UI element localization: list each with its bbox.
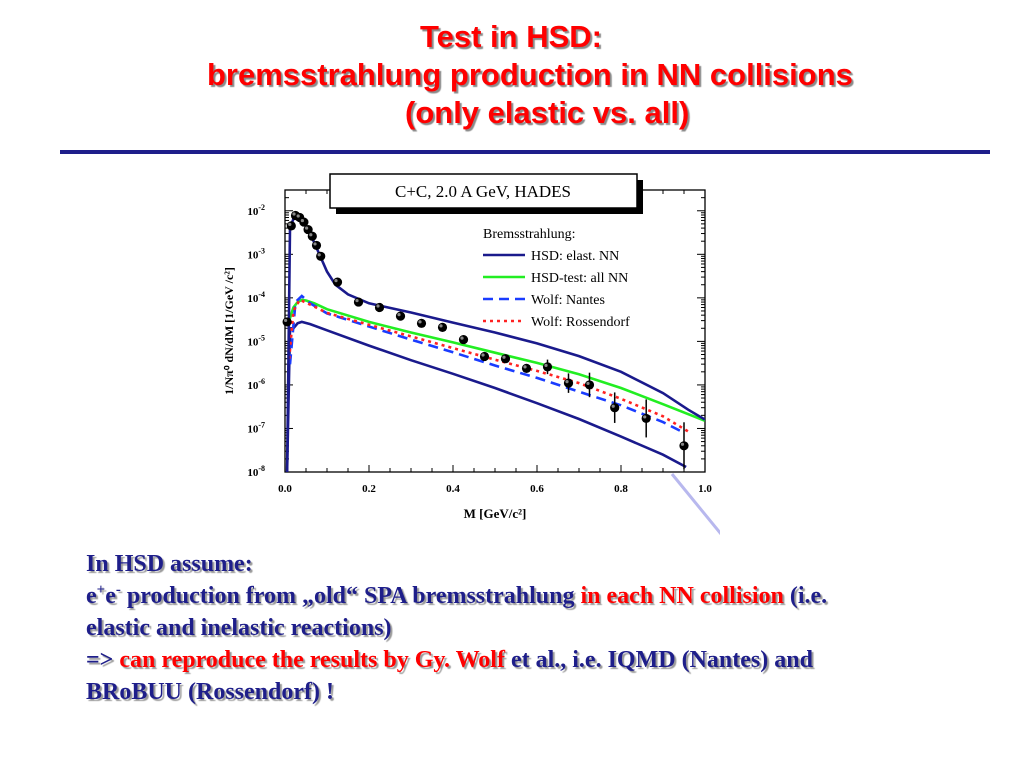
legend-label: HSD: elast. NN <box>531 249 619 264</box>
data-point <box>353 297 364 307</box>
data-point <box>282 317 292 327</box>
data-point <box>500 354 511 364</box>
y-tick-label: 10-7 <box>247 420 265 435</box>
data-point <box>610 403 620 413</box>
data-point-highlight <box>284 318 288 323</box>
text-l3-b: et al., i.e. IQMD (Nantes) and <box>510 647 813 673</box>
x-tick-label: 0.4 <box>446 483 460 495</box>
x-tick-label: 0.8 <box>614 483 628 495</box>
text-l1-d: (i.e. <box>783 583 828 609</box>
data-point-highlight <box>334 278 338 283</box>
data-point-highlight <box>418 320 422 324</box>
text-heading: In HSD assume: <box>86 551 253 577</box>
text-l1-sup2: - <box>115 582 121 598</box>
title-divider <box>60 150 990 154</box>
data-point <box>311 240 322 251</box>
text-line-2: elastic and inelastic reactions) <box>86 615 392 641</box>
data-point <box>395 311 406 321</box>
data-point-highlight <box>439 324 443 328</box>
x-tick-label: 1.0 <box>698 483 712 495</box>
text-line-1: e+e- production from „old“ SPA bremsstra… <box>86 580 986 612</box>
series-line <box>285 320 687 472</box>
legend-label: HSD-test: all NN <box>531 271 628 286</box>
data-point-highlight <box>586 381 590 386</box>
series-line <box>287 298 705 423</box>
data-point-highlight <box>292 212 296 216</box>
explanation-text: In HSD assume: e+e- production from „old… <box>86 548 986 708</box>
data-point-highlight <box>288 222 292 226</box>
data-point <box>641 413 651 424</box>
data-point-highlight <box>376 304 380 308</box>
text-l1-sup1: + <box>96 582 106 598</box>
data-point-highlight <box>481 353 485 357</box>
data-point-highlight <box>355 298 359 303</box>
title-line-3: (only elastic vs. all) <box>405 95 690 130</box>
data-point-highlight <box>680 442 685 446</box>
data-point-highlight <box>313 242 317 246</box>
data-point <box>563 378 574 388</box>
text-l1-red: in each NN collision <box>580 583 784 609</box>
data-point <box>542 362 553 372</box>
data-point-highlight <box>309 233 313 237</box>
data-point-highlight <box>544 363 548 367</box>
y-tick-label: 10-6 <box>247 377 265 392</box>
data-point <box>286 221 296 231</box>
y-tick-label: 10-5 <box>247 333 265 348</box>
data-point <box>679 441 689 451</box>
x-tick-label: 0.2 <box>362 483 376 495</box>
pointer-line <box>670 473 720 536</box>
x-tick-label: 0.6 <box>530 483 544 495</box>
data-point-highlight <box>611 404 615 408</box>
data-point <box>307 231 317 241</box>
data-point-highlight <box>460 336 464 340</box>
x-tick-label: 0.0 <box>278 483 292 495</box>
data-point-highlight <box>300 218 304 223</box>
legend-title: Bremsstrahlung: <box>483 227 576 242</box>
data-point <box>374 302 385 313</box>
y-tick-label: 10-4 <box>247 290 265 305</box>
data-point-highlight <box>502 355 506 359</box>
data-point-highlight <box>565 380 569 384</box>
text-line-3: => can reproduce the results by Gy. Wolf… <box>86 644 986 676</box>
data-point-highlight <box>523 365 527 369</box>
data-point <box>316 251 326 261</box>
text-l1-c: production from „old“ SPA bremsstrahlung <box>120 583 581 609</box>
text-l3-a: => <box>86 647 120 673</box>
text-line-4: BRoBUU (Rossendorf) ! <box>86 679 334 705</box>
data-point-highlight <box>643 415 647 419</box>
legend-label: Wolf: Nantes <box>531 293 605 308</box>
data-point <box>458 334 469 345</box>
data-point-highlight <box>296 214 300 218</box>
dilepton-mass-chart: 0.0 0.2 0.4 0.6 0.8 1.0 10-8 10-7 10-6 10-5 10-4 10… <box>222 173 720 536</box>
data-point <box>416 318 427 328</box>
title-line-1: Test in HSD: <box>420 19 602 54</box>
legend-label: Wolf: Rossendorf <box>531 315 630 330</box>
data-point <box>332 277 343 287</box>
title-line-2: bremsstrahlung production in NN collisio… <box>207 57 853 92</box>
data-point-highlight <box>317 253 321 257</box>
y-axis-label: 1/Nπ⁰ dN/dM [1/GeV /c²] <box>222 267 236 395</box>
y-tick-label: 10-8 <box>247 464 265 479</box>
data-point-highlight <box>305 226 309 230</box>
data-point <box>584 380 595 390</box>
data-point-highlight <box>397 313 401 317</box>
data-point <box>479 351 490 362</box>
text-l3-red: can reproduce the results by Gy. Wolf <box>119 647 511 673</box>
text-l1-a: e <box>86 583 97 609</box>
x-axis-label: M [GeV/c²] <box>464 506 527 521</box>
chart-title: C+C, 2.0 A GeV, HADES <box>395 182 571 201</box>
y-tick-label: 10-2 <box>247 203 265 218</box>
data-point <box>437 322 448 332</box>
y-tick-label: 10-3 <box>247 246 265 261</box>
text-l1-b: e <box>105 583 116 609</box>
data-point <box>521 363 532 373</box>
title-box <box>329 173 638 209</box>
